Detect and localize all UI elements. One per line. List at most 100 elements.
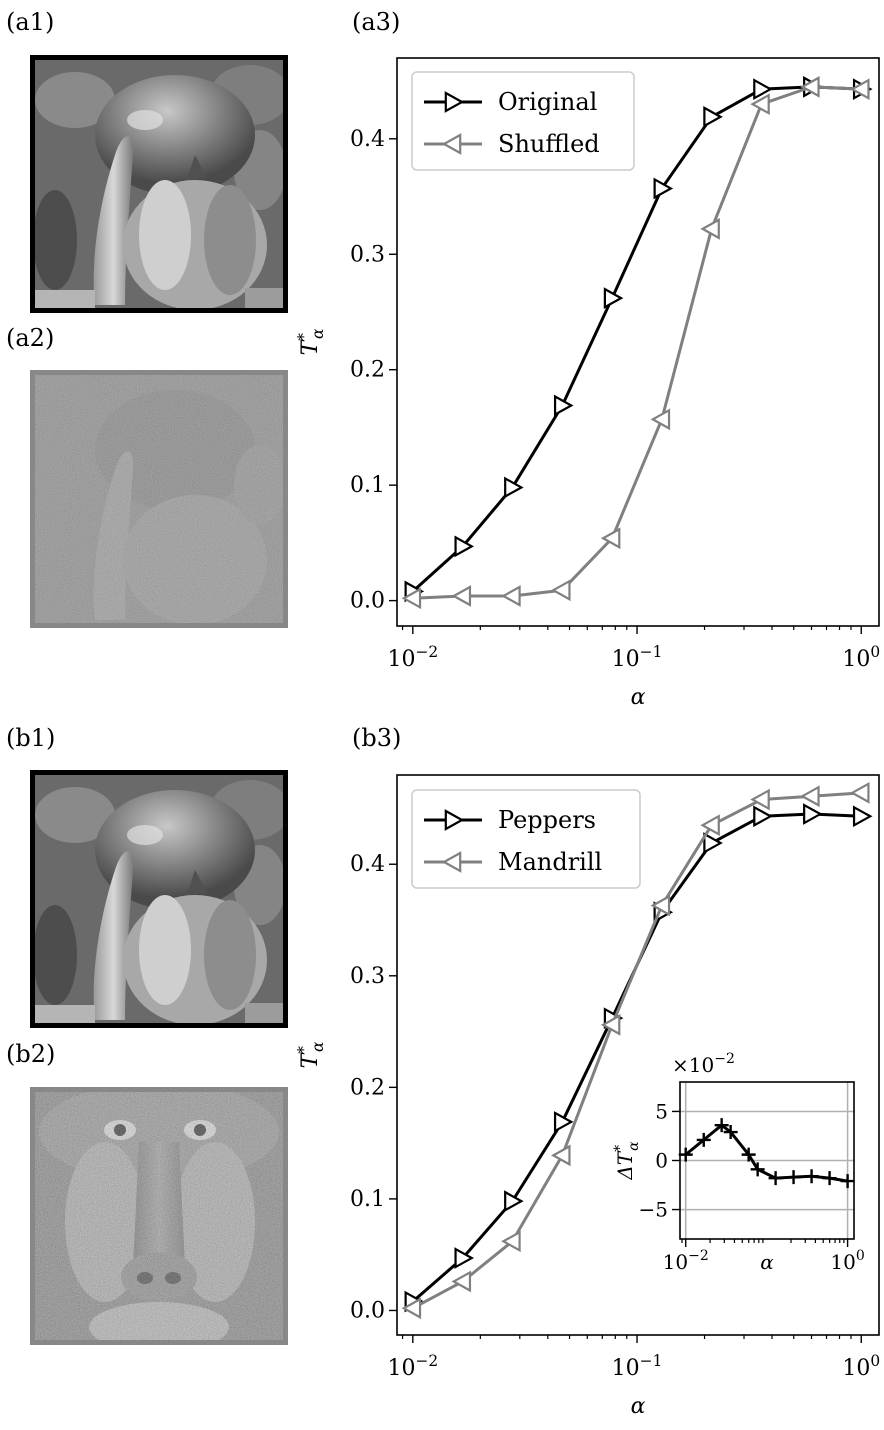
plot-frame: [396, 57, 880, 627]
data-point: [451, 585, 472, 607]
y-axis-label: T*α: [295, 1041, 327, 1068]
legend-marker: [444, 91, 465, 113]
y-tick-label: 0.3: [350, 242, 385, 267]
peppers-image-a1: [30, 55, 288, 313]
panel-label-b2: (b2): [6, 1040, 56, 1068]
data-point: [849, 781, 870, 804]
data-point: [454, 1247, 475, 1269]
legend-marker: [441, 133, 462, 155]
data-point: [741, 1147, 756, 1162]
x-tick-label: 10−1: [612, 1352, 663, 1381]
data-point: [603, 287, 624, 309]
data-point: [800, 785, 820, 808]
data-point: [653, 177, 674, 200]
x-tick-label: 100: [842, 1352, 880, 1381]
peppers-image-b1: [30, 770, 288, 1028]
panel-label-a3: (a3): [352, 8, 401, 36]
data-point: [401, 1297, 422, 1320]
data-point: [600, 1014, 621, 1036]
data-point: [650, 894, 671, 917]
data-point: [501, 585, 521, 607]
peppers-image-drawing-b: [35, 775, 283, 1023]
y-tick-label: 5: [655, 1099, 668, 1123]
data-point: [696, 1132, 711, 1147]
data-point: [804, 1169, 819, 1184]
data-point: [650, 408, 671, 431]
x-tick-label: 100: [842, 643, 880, 672]
data-point: [750, 93, 770, 116]
shuffled-image-a2: [30, 370, 288, 628]
data-point: [852, 805, 873, 828]
panel-label-b3: (b3): [352, 724, 402, 752]
data-point: [723, 1125, 738, 1140]
y-axis-label: T*α: [295, 328, 327, 355]
x-tick-label: 10−2: [387, 1352, 438, 1381]
legend-marker: [441, 851, 462, 873]
data-point: [553, 394, 574, 417]
data-point: [753, 805, 773, 828]
x-axis-label: α: [760, 1250, 774, 1274]
data-point: [803, 803, 823, 825]
data-point: [401, 587, 422, 610]
data-point: [501, 1230, 521, 1253]
y-tick-label: 0: [655, 1149, 668, 1173]
axis-scale-label: ×10−2: [672, 1051, 735, 1077]
data-point: [551, 579, 571, 602]
data-point: [504, 476, 524, 499]
y-tick-label: 0.0: [350, 589, 385, 614]
panel-label-a1: (a1): [6, 8, 55, 36]
y-tick-label: 0.4: [350, 127, 385, 152]
mandrill-image-b2: [30, 1087, 288, 1345]
x-axis-label: α: [631, 1394, 646, 1419]
panel-label-a2: (a2): [6, 324, 55, 352]
y-tick-label: 0.2: [350, 1075, 385, 1100]
data-point: [714, 1118, 729, 1133]
x-tick-label: 10−2: [663, 1248, 709, 1274]
data-point: [703, 832, 723, 854]
y-axis-label: ΔT*α: [612, 1141, 642, 1181]
peppers-image-drawing: [35, 60, 283, 308]
y-tick-label: 0.2: [350, 358, 385, 383]
series-line-original: [411, 85, 862, 593]
mandrill-image-drawing: [35, 1092, 283, 1340]
y-tick-label: 0.4: [350, 852, 385, 877]
shuffled-image-drawing: [35, 375, 283, 623]
data-point: [786, 1170, 801, 1185]
data-point: [600, 527, 621, 550]
legend-label: Mandrill: [498, 848, 602, 876]
y-tick-label: 0.1: [350, 1187, 385, 1212]
series-line-mandrill: [412, 791, 862, 1310]
data-point: [451, 1270, 472, 1293]
data-point: [822, 1171, 837, 1186]
y-tick-label: 0.1: [350, 473, 385, 498]
series-line-shuffled: [412, 85, 862, 600]
series-line-delta: [684, 1123, 848, 1183]
x-tick-label: 10−1: [612, 643, 663, 672]
x-tick-label: 100: [830, 1248, 864, 1274]
x-axis-label: α: [631, 685, 646, 710]
data-point: [703, 106, 723, 128]
plot-frame: [396, 774, 880, 1336]
legend-label: Peppers: [498, 806, 596, 834]
x-tick-label: 10−2: [387, 643, 438, 672]
panel-label-b1: (b1): [6, 724, 56, 752]
data-point: [678, 1147, 693, 1162]
data-point: [553, 1111, 574, 1133]
data-point: [800, 75, 820, 98]
data-point: [750, 788, 770, 811]
data-point: [454, 535, 475, 558]
data-point: [750, 1162, 765, 1177]
y-tick-label: −5: [639, 1198, 668, 1222]
legend-marker: [444, 809, 465, 831]
legend-label: Original: [498, 88, 597, 116]
data-point: [700, 814, 720, 837]
y-tick-label: 0.3: [350, 964, 385, 989]
legend-label: Shuffled: [498, 130, 600, 158]
data-point: [504, 1190, 524, 1213]
data-point: [551, 1144, 571, 1167]
data-point: [700, 217, 720, 240]
data-point: [840, 1174, 855, 1189]
